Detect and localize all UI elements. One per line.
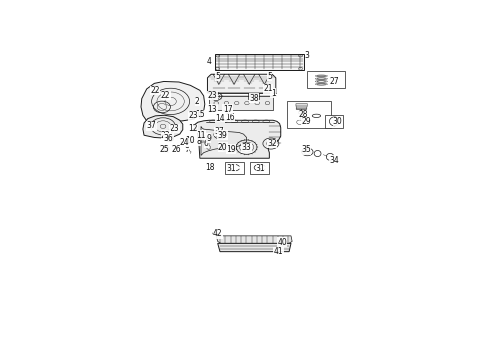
Text: 42: 42 [213, 229, 222, 238]
Text: 29: 29 [301, 117, 311, 126]
Text: 25: 25 [160, 145, 170, 154]
Text: 10: 10 [185, 136, 195, 145]
Polygon shape [296, 104, 307, 110]
Text: 16: 16 [225, 113, 235, 122]
Text: 35: 35 [301, 145, 311, 154]
Text: 6: 6 [204, 139, 209, 148]
Text: 5: 5 [215, 72, 220, 81]
Text: 37: 37 [214, 127, 224, 136]
Text: 1: 1 [271, 89, 275, 98]
Text: 13: 13 [208, 105, 217, 114]
Bar [248, 93, 259, 99]
Polygon shape [201, 126, 246, 156]
Text: 9: 9 [206, 134, 211, 143]
Text: 12: 12 [189, 124, 198, 133]
Text: 27: 27 [329, 77, 339, 86]
Text: 30: 30 [333, 117, 343, 126]
Bar [325, 115, 343, 128]
Text: 23: 23 [189, 111, 198, 120]
Bar [250, 162, 270, 174]
Text: 7: 7 [184, 145, 189, 154]
Text: 2: 2 [195, 97, 199, 106]
Polygon shape [143, 115, 183, 138]
Text: 19: 19 [226, 145, 236, 154]
Text: 15: 15 [195, 110, 205, 119]
Text: 28: 28 [299, 110, 308, 119]
Text: 41: 41 [273, 247, 283, 256]
Text: 3: 3 [305, 51, 310, 60]
Text: 18: 18 [205, 163, 215, 172]
Text: 26: 26 [171, 145, 181, 154]
Polygon shape [215, 54, 304, 69]
Bar [287, 100, 331, 128]
Text: 31: 31 [226, 164, 236, 173]
Text: 23: 23 [161, 131, 171, 140]
Text: 20: 20 [218, 143, 227, 152]
Polygon shape [194, 120, 281, 158]
Text: 21: 21 [264, 85, 273, 94]
Text: 14: 14 [215, 114, 225, 123]
Text: 23: 23 [170, 124, 179, 133]
Polygon shape [209, 96, 273, 110]
Text: 37: 37 [147, 121, 156, 130]
Text: 22: 22 [151, 86, 160, 95]
Polygon shape [216, 236, 292, 243]
Text: 38: 38 [249, 94, 259, 103]
Text: 39: 39 [218, 131, 227, 140]
Text: 34: 34 [329, 156, 339, 165]
Text: 4: 4 [206, 57, 211, 66]
Text: 33: 33 [242, 144, 251, 153]
Polygon shape [141, 81, 205, 122]
Bar [307, 71, 344, 88]
Polygon shape [218, 243, 291, 252]
Text: 22: 22 [161, 91, 171, 100]
Bar [224, 162, 244, 174]
Text: 24: 24 [180, 138, 190, 147]
Polygon shape [207, 74, 276, 93]
Text: 32: 32 [267, 139, 277, 148]
Text: 17: 17 [223, 105, 232, 114]
Text: 8: 8 [184, 141, 189, 150]
Text: 31: 31 [256, 164, 266, 173]
Text: 40: 40 [277, 238, 287, 247]
Text: 5: 5 [267, 72, 272, 81]
Text: 36: 36 [164, 134, 173, 143]
Text: 8: 8 [196, 137, 201, 146]
Text: 11: 11 [196, 131, 206, 140]
Text: 23: 23 [208, 91, 217, 100]
